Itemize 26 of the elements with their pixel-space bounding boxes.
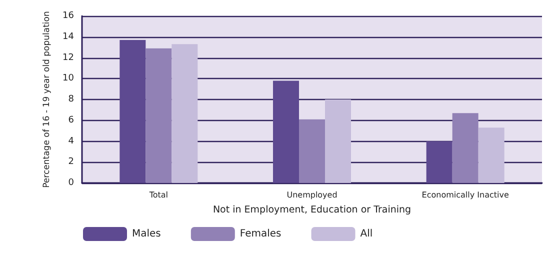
x-axis-title: Not in Employment, Education or Training bbox=[212, 204, 412, 216]
y-tick-label: 2 bbox=[68, 157, 74, 168]
legend-label: Males bbox=[132, 228, 161, 240]
bar bbox=[172, 44, 198, 183]
bar bbox=[299, 119, 325, 183]
y-tick-label: 12 bbox=[62, 52, 74, 63]
y-tick-label: 14 bbox=[62, 32, 74, 42]
bar bbox=[325, 100, 351, 183]
y-tick-label: 0 bbox=[68, 178, 74, 188]
y-tick-label: 4 bbox=[68, 136, 74, 146]
bar bbox=[426, 141, 452, 183]
y-tick-label: 16 bbox=[62, 11, 74, 21]
y-tick-label: 10 bbox=[62, 74, 74, 84]
legend-label: All bbox=[360, 228, 373, 240]
bar bbox=[146, 48, 172, 183]
y-tick-label: 8 bbox=[68, 94, 74, 104]
bar bbox=[273, 80, 299, 183]
bar bbox=[452, 113, 478, 183]
y-axis-title: Percentage of 16 - 19 year old population bbox=[42, 11, 52, 188]
x-tick-label: Unemployed bbox=[286, 190, 338, 200]
y-tick-label: 6 bbox=[68, 115, 74, 126]
x-tick-label: Total bbox=[148, 190, 168, 200]
bar bbox=[478, 128, 504, 183]
legend-label: Females bbox=[240, 228, 282, 240]
bar bbox=[120, 40, 146, 183]
x-tick-label: Economically Inactive bbox=[422, 190, 509, 200]
